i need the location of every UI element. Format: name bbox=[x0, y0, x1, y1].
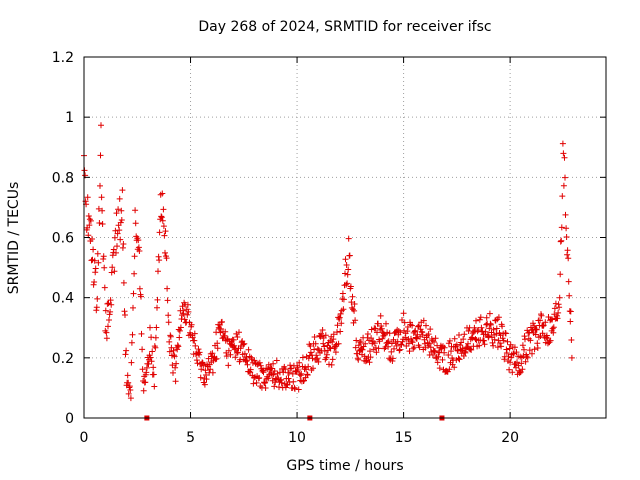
y-tick-label: 0.2 bbox=[52, 351, 74, 367]
x-tick-label: 20 bbox=[501, 430, 519, 446]
chart-title: Day 268 of 2024, SRMTID for receiver ifs… bbox=[198, 19, 491, 35]
y-tick-label: 0.8 bbox=[52, 170, 74, 186]
x-tick-label: 15 bbox=[395, 430, 413, 446]
grid bbox=[84, 57, 606, 418]
y-tick-label: 0.6 bbox=[52, 231, 74, 247]
y-tick-label: 0.4 bbox=[52, 291, 74, 307]
axis-ticks: 0 0.2 0.4 0.6 0.8 1 1.2 0 5 10 15 20 bbox=[52, 50, 606, 446]
x-tick-label: 0 bbox=[80, 430, 89, 446]
y-tick-label: 1 bbox=[65, 110, 74, 126]
x-axis-label: GPS time / hours bbox=[286, 458, 403, 474]
data-points bbox=[81, 122, 575, 421]
x-tick-label: 5 bbox=[186, 430, 195, 446]
y-tick-label: 0 bbox=[65, 411, 74, 427]
y-tick-label: 1.2 bbox=[52, 50, 74, 66]
plot-frame bbox=[83, 56, 607, 419]
y-axis-label: SRMTID / TECUs bbox=[6, 182, 22, 295]
x-tick-label: 10 bbox=[288, 430, 306, 446]
srmtid-markers bbox=[81, 122, 575, 402]
